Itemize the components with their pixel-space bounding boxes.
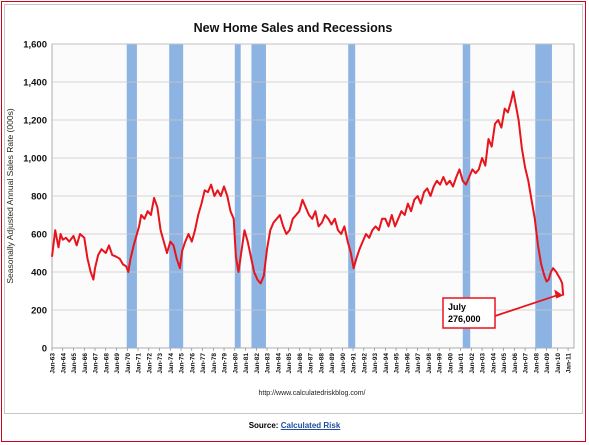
x-tick-label: Jan-72 xyxy=(146,353,153,374)
series-layer xyxy=(51,90,565,296)
x-tick-label: Jan-75 xyxy=(179,353,186,374)
x-tick-label: Jan-11 xyxy=(566,353,573,374)
x-tick-label: Jan-02 xyxy=(469,353,476,374)
x-tick-label: Jan-70 xyxy=(125,353,132,374)
x-tick-label: Jan-78 xyxy=(211,353,218,374)
x-tick-label: Jan-00 xyxy=(447,353,454,374)
annotation-arrow xyxy=(494,293,560,317)
y-tick-label: 400 xyxy=(31,268,47,279)
y-tick-label: 1,000 xyxy=(23,154,47,165)
x-tick-label: Jan-73 xyxy=(157,353,164,374)
annotation-arrowhead xyxy=(554,289,564,299)
x-tick-label: Jan-69 xyxy=(114,353,121,374)
x-tick-label: Jan-08 xyxy=(533,353,540,374)
x-tick-label: Jan-93 xyxy=(372,353,379,374)
x-tick-label: Jan-74 xyxy=(168,353,175,374)
x-tick-label: Jan-77 xyxy=(200,353,207,374)
source-link[interactable]: Calculated Risk xyxy=(280,421,341,430)
x-tick-label: Jan-83 xyxy=(265,353,272,374)
chart-title: New Home Sales and Recessions xyxy=(194,21,393,35)
x-tick-label: Jan-86 xyxy=(297,353,304,374)
x-tick-label: Jan-97 xyxy=(415,353,422,374)
annotation-text: July xyxy=(448,302,466,312)
annotation-text: 276,000 xyxy=(448,314,481,324)
x-tick-label: Jan-76 xyxy=(189,353,196,374)
x-tick-label: Jan-09 xyxy=(544,353,551,374)
x-tick-label: Jan-64 xyxy=(60,353,67,374)
y-tick-labels: 0 200 400 600 800 1,000 1,200 1,400 1,600 xyxy=(23,40,47,355)
x-tick-label: Jan-03 xyxy=(480,353,487,374)
x-tick-label: Jan-68 xyxy=(103,353,110,374)
x-tick-label: Jan-95 xyxy=(394,353,401,374)
x-tick-label: Jan-05 xyxy=(501,353,508,374)
x-tick-label: Jan-96 xyxy=(404,353,411,374)
y-tick-label: 0 xyxy=(42,344,47,355)
x-tick-label: Jan-98 xyxy=(426,353,433,374)
x-tick-label: Jan-87 xyxy=(308,353,315,374)
x-tick-label: Jan-94 xyxy=(383,353,390,374)
x-tick-label: Jan-89 xyxy=(329,353,336,374)
y-tick-label: 600 xyxy=(31,230,47,241)
y-tick-label: 1,600 xyxy=(23,40,47,51)
x-tick-label: Jan-07 xyxy=(523,353,530,374)
x-tick-label: Jan-90 xyxy=(340,353,347,374)
x-tick-label: Jan-67 xyxy=(93,353,100,374)
y-tick-label: 1,400 xyxy=(23,78,47,89)
x-tick-label: Jan-92 xyxy=(361,353,368,374)
x-tick-label: Jan-81 xyxy=(243,353,250,374)
source-label: Source: xyxy=(248,421,279,430)
x-tick-label: Jan-91 xyxy=(351,353,358,374)
y-tick-label: 1,200 xyxy=(23,116,47,127)
x-tick-label: Jan-04 xyxy=(490,353,497,374)
x-tick-label: Jan-63 xyxy=(50,353,57,374)
x-tick-label: Jan-01 xyxy=(458,353,465,374)
y-tick-label: 800 xyxy=(31,192,47,203)
annotation-box xyxy=(442,297,496,329)
x-tick-label: Jan-88 xyxy=(318,353,325,374)
x-tick-label: Jan-79 xyxy=(222,353,229,374)
chart-frame xyxy=(4,4,583,414)
x-tick-label: Jan-99 xyxy=(437,353,444,374)
footer-url: http://www.calculatedriskblog.com/ xyxy=(259,390,366,397)
x-tick-label: Jan-66 xyxy=(82,353,89,374)
y-tick-label: 200 xyxy=(31,306,47,317)
source-line: Source: Calculated Risk xyxy=(0,421,589,430)
x-tick-label: Jan-65 xyxy=(71,353,78,374)
x-tick-label: Jan-71 xyxy=(136,353,143,374)
x-tick-label: Jan-80 xyxy=(232,353,239,374)
x-tick-labels: Jan-63 Jan-64 Jan-65 Jan-66 Jan-67 Jan-68 Jan-… xyxy=(50,348,573,374)
x-tick-label: Jan-06 xyxy=(512,353,519,374)
x-tick-label: Jan-82 xyxy=(254,353,261,374)
x-tick-label: Jan-10 xyxy=(555,353,562,374)
series-line xyxy=(51,90,565,296)
x-tick-label: Jan-85 xyxy=(286,353,293,374)
y-axis-label: Seasonally Adjusted Annual Sales Rate (0… xyxy=(5,108,15,283)
x-tick-label: Jan-84 xyxy=(275,353,282,374)
annotation-callout: July 276,000 xyxy=(442,289,564,329)
